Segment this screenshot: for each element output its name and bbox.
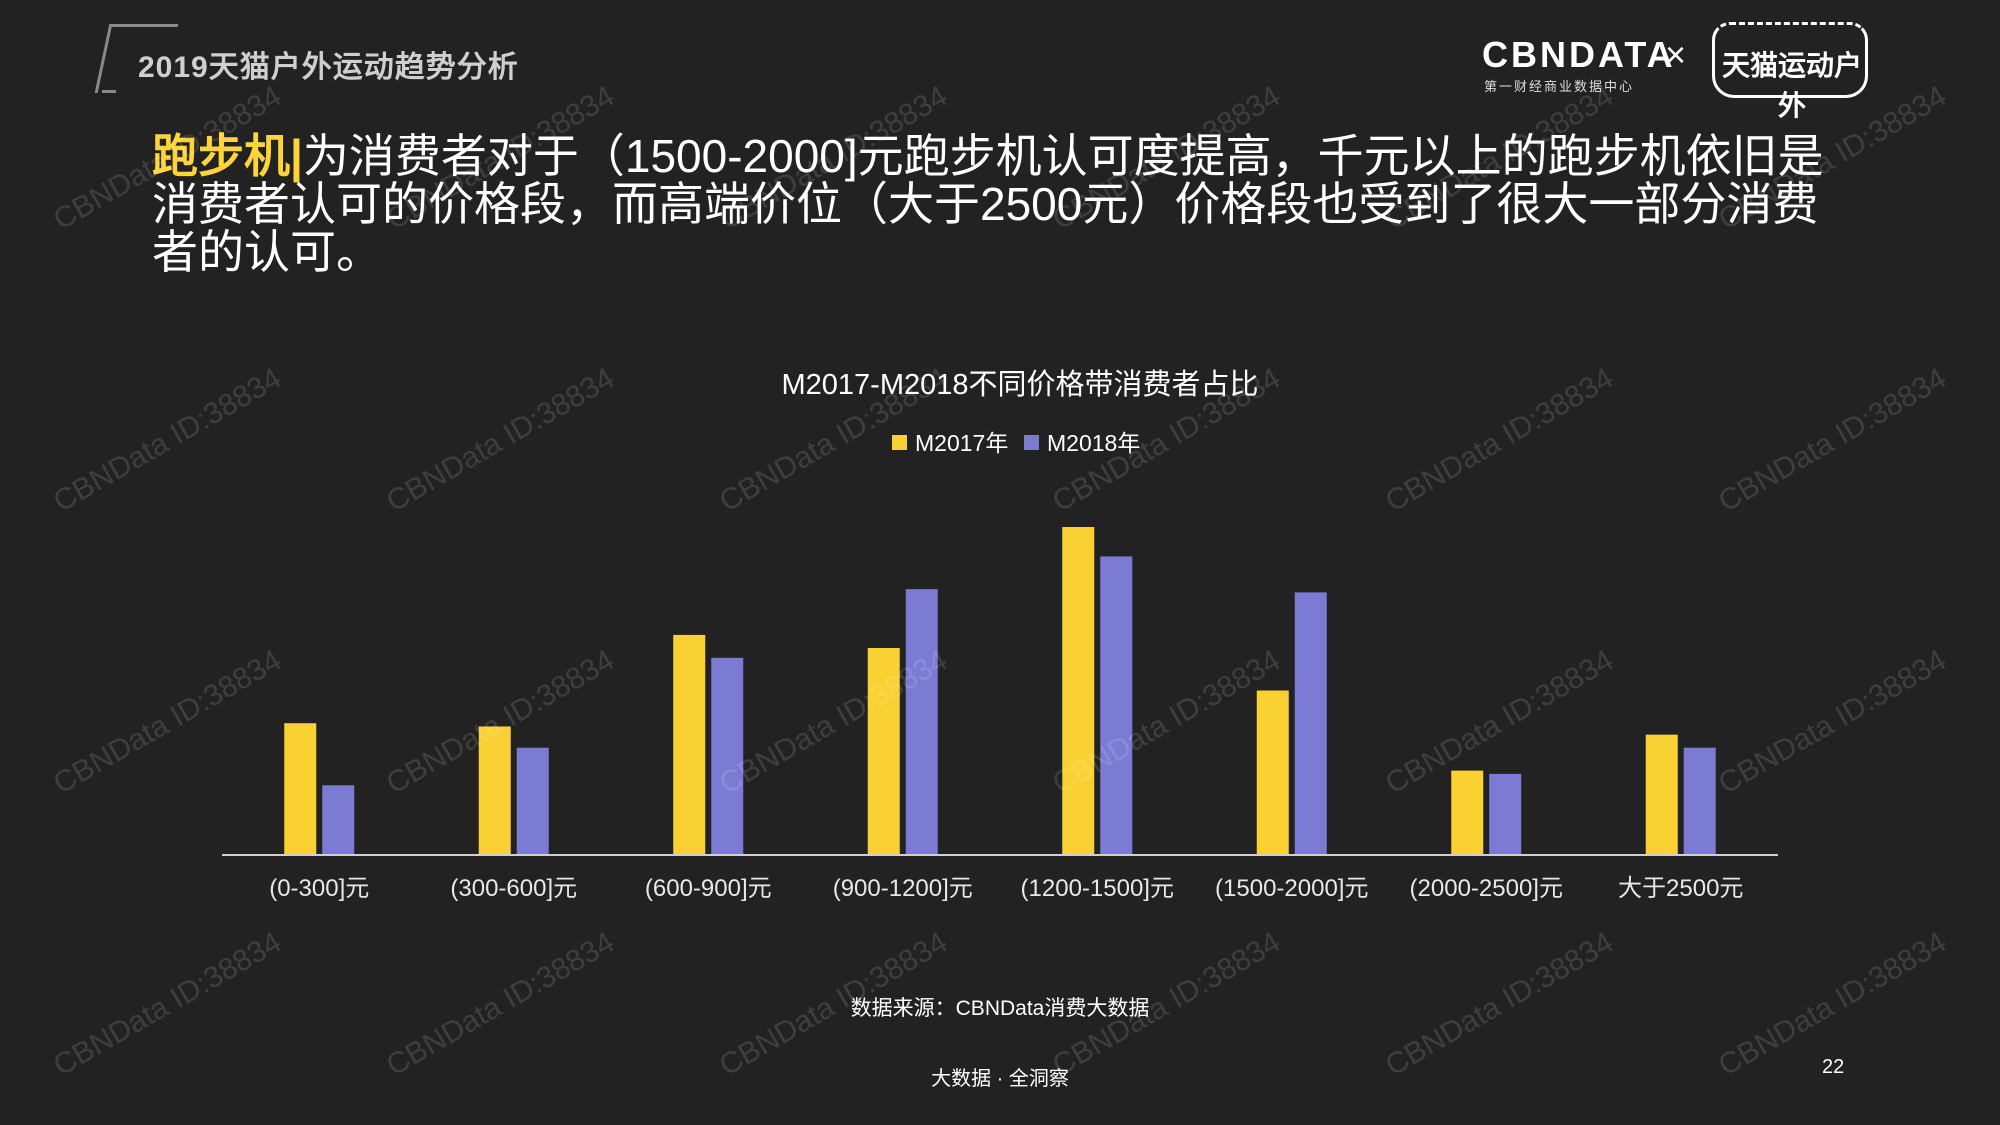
cbndata-logo-subtitle: 第一财经商业数据中心 bbox=[1484, 79, 1635, 94]
x-tick-label-4: (1200-1500]元 bbox=[1021, 875, 1174, 902]
logo-separator-icon: × bbox=[1665, 34, 1687, 75]
bar-m2018-4 bbox=[1100, 556, 1133, 854]
bar-m2018-6 bbox=[1489, 773, 1522, 854]
bar-m2018-1 bbox=[516, 747, 549, 854]
x-tick-label-0: (0-300]元 bbox=[269, 875, 369, 902]
bar-m2017-1 bbox=[478, 726, 511, 854]
bar-m2018-0 bbox=[322, 785, 355, 854]
bar-m2017-6 bbox=[1451, 770, 1484, 854]
chart-legend: M2017年 M2018年 bbox=[892, 430, 1140, 456]
legend-swatch-1 bbox=[1024, 435, 1039, 450]
chart-bars bbox=[284, 527, 1716, 854]
report-title: 2019天猫户外运动趋势分析 bbox=[138, 51, 519, 84]
bar-m2017-4 bbox=[1062, 527, 1095, 854]
legend-swatch-0 bbox=[892, 435, 907, 450]
x-tick-label-6: (2000-2500]元 bbox=[1410, 875, 1563, 902]
bar-m2017-0 bbox=[284, 723, 317, 854]
tmall-sports-logo: 天猫运动户外 bbox=[1721, 50, 1862, 121]
x-axis-tick-labels: (0-300]元 (300-600]元 (600-900]元 (900-1200]元 (… bbox=[269, 875, 1743, 902]
bar-m2018-3 bbox=[905, 589, 938, 854]
bar-m2018-2 bbox=[711, 657, 744, 854]
x-tick-label-3: (900-1200]元 bbox=[833, 875, 973, 902]
bar-m2018-7 bbox=[1683, 747, 1716, 854]
x-tick-label-7: 大于2500元 bbox=[1618, 875, 1743, 902]
bar-m2017-5 bbox=[1256, 690, 1289, 854]
page-number: 22 bbox=[1822, 1056, 1845, 1078]
x-tick-label-2: (600-900]元 bbox=[645, 875, 772, 902]
x-tick-label-5: (1500-2000]元 bbox=[1215, 875, 1368, 902]
tmall-logo-frame bbox=[1712, 22, 1868, 98]
bar-m2017-7 bbox=[1645, 734, 1678, 854]
bar-m2017-2 bbox=[673, 634, 706, 854]
bar-m2017-3 bbox=[867, 647, 900, 854]
title-bracket-foot bbox=[102, 58, 116, 93]
headline-text: 为消费者对于（1500-2000]元跑步机认可度提高，千元以上的跑步机依旧是消费… bbox=[152, 130, 1824, 278]
bar-m2018-5 bbox=[1294, 592, 1327, 854]
headline: 跑步机|为消费者对于（1500-2000]元跑步机认可度提高，千元以上的跑步机依… bbox=[152, 132, 1852, 276]
cbndata-logo: CBNDATA bbox=[1482, 34, 1676, 75]
footer-slogan: 大数据 · 全洞察 bbox=[931, 1068, 1069, 1090]
legend-label-0: M2017年 bbox=[915, 430, 1008, 456]
chart-title: M2017-M2018不同价格带消费者占比 bbox=[782, 368, 1259, 401]
headline-keyword: 跑步机| bbox=[152, 130, 303, 182]
x-tick-label-1: (300-600]元 bbox=[450, 875, 577, 902]
legend-label-1: M2018年 bbox=[1047, 430, 1140, 456]
data-source-note: 数据来源：CBNData消费大数据 bbox=[850, 997, 1150, 1020]
